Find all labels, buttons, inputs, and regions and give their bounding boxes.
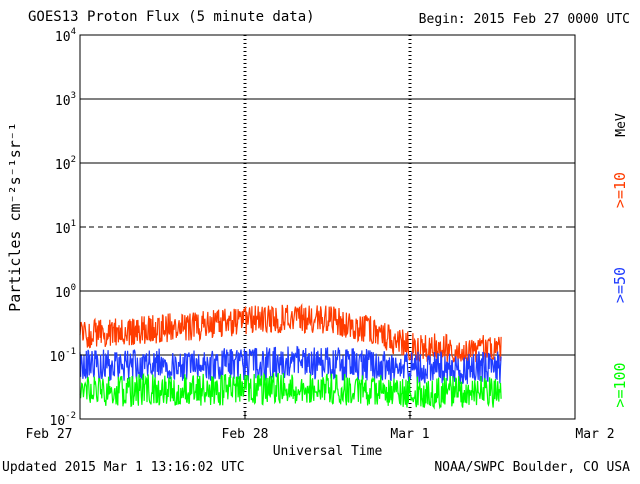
x-tick-label: Mar 1	[390, 427, 429, 442]
series-line-ge100	[79, 372, 502, 410]
updated-time: Updated 2015 Mar 1 13:16:02 UTC	[2, 460, 245, 475]
legend-entry-ge50: >=50	[611, 267, 629, 303]
series-line-ge10	[79, 303, 502, 363]
y-tick-label: 100	[55, 283, 76, 301]
data-series	[79, 303, 502, 410]
x-tick-label: Mar 2	[575, 427, 614, 442]
y-tick-label: 104	[55, 27, 76, 45]
x-tick-label: Feb 27	[26, 427, 73, 442]
y-tick-label: 103	[55, 91, 76, 109]
x-axis-label: Universal Time	[273, 444, 383, 459]
series-line-ge50	[79, 345, 502, 385]
credit-text: NOAA/SWPC Boulder, CO USA	[434, 460, 630, 475]
legend-entry-ge100: >=100	[611, 362, 629, 407]
axis-ticks: 10-2 10-1 100 101 102 103 104 Feb 27 Feb 28 Mar 1…	[26, 27, 615, 442]
y-tick-label: 102	[55, 155, 76, 173]
begin-time: Begin: 2015 Feb 27 0000 UTC	[418, 12, 630, 27]
y-tick-label: 10-2	[50, 411, 77, 429]
y-tick-label: 10-1	[50, 347, 77, 365]
axis-labels: Universal Time Particles cm⁻²s⁻¹sr⁻¹	[6, 122, 382, 459]
y-tick-label: 101	[55, 219, 76, 237]
legend-entry-ge10: >=10	[611, 172, 629, 208]
chart-title: GOES13 Proton Flux (5 minute data)	[28, 9, 315, 25]
legend: >=10 >=50 >=100 MeV	[611, 113, 629, 407]
legend-unit: MeV	[614, 113, 629, 137]
x-tick-label: Feb 28	[222, 427, 269, 442]
y-axis-label: Particles cm⁻²s⁻¹sr⁻¹	[6, 122, 24, 312]
